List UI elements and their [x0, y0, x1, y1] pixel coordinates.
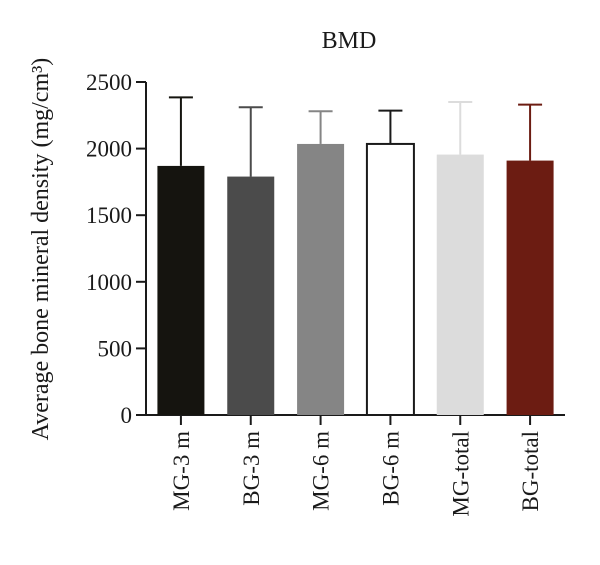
y-tick-label: 1500	[86, 203, 132, 228]
y-tick-label: 1000	[86, 270, 132, 295]
y-axis: 0 500 1000 1500 2000 2500	[86, 70, 147, 428]
bar-mg-6-m	[297, 143, 345, 416]
x-tick-label: MG-6 m	[309, 431, 334, 511]
x-tick-label: BG-6 m	[378, 431, 403, 506]
bar-bg-total	[506, 160, 554, 415]
chart-title: BMD	[322, 28, 377, 54]
y-axis-label: Average bone mineral density (mg/cm³)	[28, 58, 54, 441]
y-tick-label: 2500	[86, 70, 132, 95]
bar-bg-3-m	[227, 176, 275, 415]
y-tick-label: 2000	[86, 137, 132, 162]
x-tick-label: BG-3 m	[239, 431, 264, 506]
bars	[157, 96, 554, 417]
y-tick-label: 0	[121, 403, 133, 428]
x-axis: MG-3 m BG-3 m MG-6 m BG-6 m MG-total BG-total	[146, 414, 565, 517]
bar-mg-3-m	[157, 165, 205, 415]
x-tick-label: MG-3 m	[169, 431, 194, 511]
x-tick-label: MG-total	[448, 431, 473, 517]
bar-mg-total	[436, 154, 484, 415]
x-tick-label: BG-total	[518, 431, 543, 512]
y-tick-label: 500	[98, 336, 133, 361]
bar-bg-6-m	[365, 142, 415, 417]
